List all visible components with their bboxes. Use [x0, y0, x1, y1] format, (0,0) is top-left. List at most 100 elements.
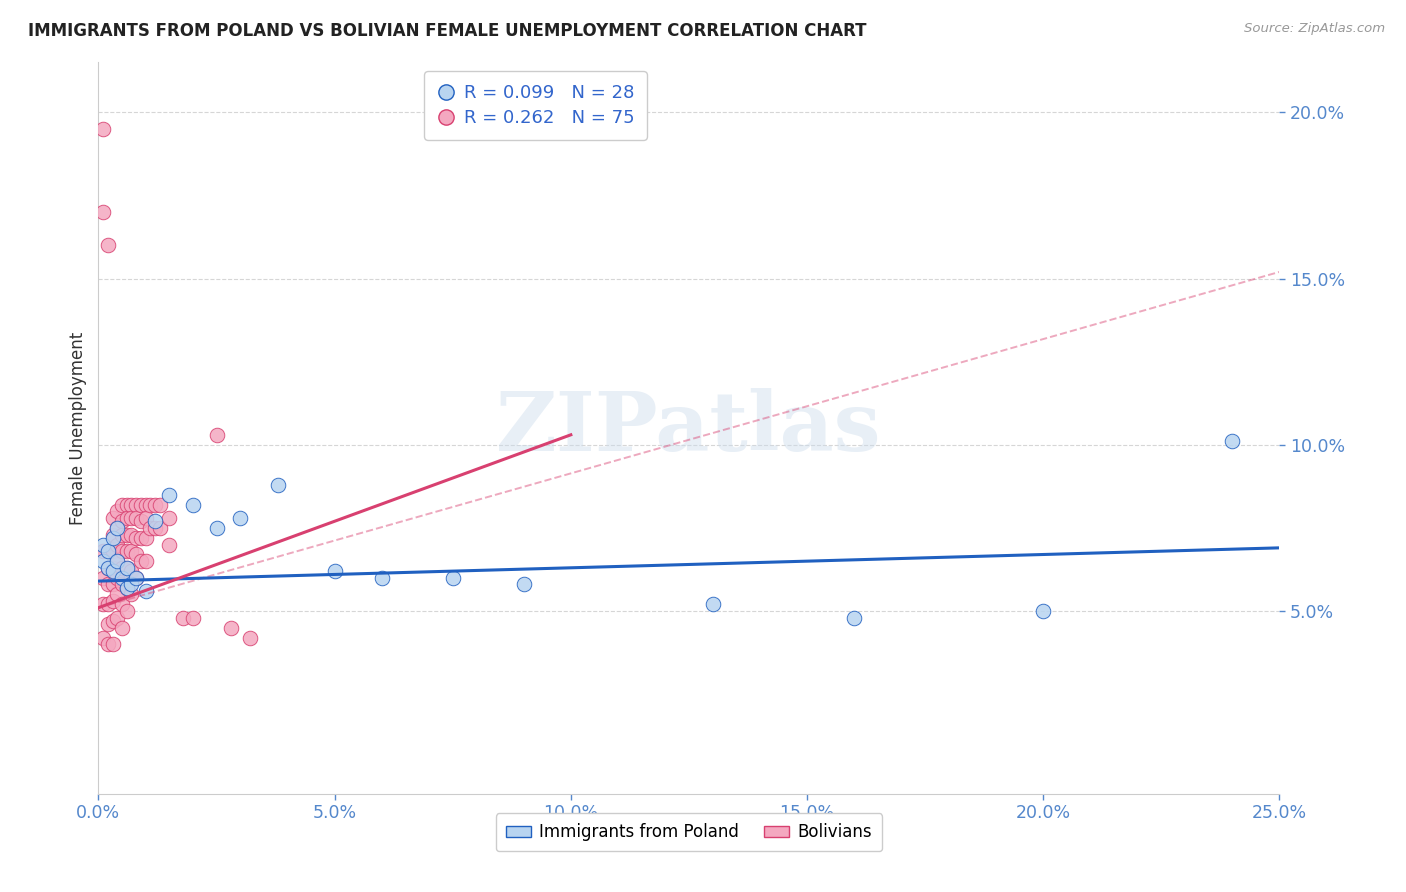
- Point: [105, 504, 128, 518]
- Point: [844, 610, 866, 624]
- Point: [121, 577, 143, 591]
- Point: [323, 564, 346, 578]
- Point: [111, 571, 134, 585]
- Point: [181, 498, 204, 512]
- Point: [97, 598, 120, 612]
- Point: [129, 531, 152, 545]
- Point: [125, 571, 148, 585]
- Point: [97, 637, 120, 651]
- Point: [105, 554, 128, 568]
- Point: [135, 498, 157, 512]
- Point: [702, 598, 724, 612]
- Point: [115, 581, 138, 595]
- Point: [111, 577, 134, 591]
- Point: [129, 498, 152, 512]
- Point: [115, 544, 138, 558]
- Point: [97, 561, 120, 575]
- Point: [149, 521, 172, 535]
- Point: [91, 122, 114, 136]
- Point: [105, 521, 128, 535]
- Point: [97, 238, 120, 252]
- Text: ZIPatlas: ZIPatlas: [496, 388, 882, 468]
- Point: [135, 554, 157, 568]
- Point: [111, 498, 134, 512]
- Point: [105, 521, 128, 535]
- Point: [125, 548, 148, 562]
- Point: [91, 205, 114, 219]
- Point: [111, 621, 134, 635]
- Point: [121, 498, 143, 512]
- Point: [97, 544, 120, 558]
- Point: [143, 514, 166, 528]
- Point: [97, 561, 120, 575]
- Point: [157, 488, 180, 502]
- Text: Source: ZipAtlas.com: Source: ZipAtlas.com: [1244, 22, 1385, 36]
- Point: [111, 561, 134, 575]
- Point: [143, 521, 166, 535]
- Point: [157, 511, 180, 525]
- Point: [111, 514, 134, 528]
- Point: [101, 564, 124, 578]
- Point: [115, 498, 138, 512]
- Point: [157, 537, 180, 551]
- Legend: Immigrants from Poland, Bolivians: Immigrants from Poland, Bolivians: [496, 814, 882, 851]
- Point: [371, 571, 394, 585]
- Point: [121, 587, 143, 601]
- Point: [115, 527, 138, 541]
- Point: [205, 427, 228, 442]
- Point: [129, 554, 152, 568]
- Point: [97, 577, 120, 591]
- Point: [1032, 604, 1054, 618]
- Point: [115, 511, 138, 525]
- Point: [105, 537, 128, 551]
- Point: [172, 610, 194, 624]
- Point: [149, 498, 172, 512]
- Point: [101, 594, 124, 608]
- Point: [91, 554, 114, 568]
- Point: [101, 577, 124, 591]
- Point: [101, 544, 124, 558]
- Point: [111, 527, 134, 541]
- Point: [105, 554, 128, 568]
- Point: [121, 527, 143, 541]
- Point: [1220, 434, 1243, 449]
- Point: [115, 561, 138, 575]
- Point: [135, 584, 157, 599]
- Point: [121, 511, 143, 525]
- Point: [181, 610, 204, 624]
- Point: [111, 544, 134, 558]
- Point: [101, 527, 124, 541]
- Point: [125, 498, 148, 512]
- Point: [441, 571, 464, 585]
- Point: [219, 621, 242, 635]
- Point: [91, 631, 114, 645]
- Point: [105, 610, 128, 624]
- Point: [125, 511, 148, 525]
- Point: [205, 521, 228, 535]
- Point: [125, 571, 148, 585]
- Point: [101, 637, 124, 651]
- Point: [97, 617, 120, 632]
- Point: [91, 537, 114, 551]
- Point: [101, 614, 124, 628]
- Point: [239, 631, 262, 645]
- Point: [267, 477, 290, 491]
- Point: [115, 561, 138, 575]
- Point: [91, 544, 114, 558]
- Point: [101, 511, 124, 525]
- Point: [115, 581, 138, 595]
- Point: [121, 544, 143, 558]
- Point: [139, 498, 162, 512]
- Point: [135, 511, 157, 525]
- Point: [139, 521, 162, 535]
- Y-axis label: Female Unemployment: Female Unemployment: [69, 332, 87, 524]
- Point: [229, 511, 252, 525]
- Point: [101, 531, 124, 545]
- Point: [111, 598, 134, 612]
- Point: [97, 544, 120, 558]
- Point: [91, 598, 114, 612]
- Point: [101, 561, 124, 575]
- Point: [512, 577, 534, 591]
- Text: IMMIGRANTS FROM POLAND VS BOLIVIAN FEMALE UNEMPLOYMENT CORRELATION CHART: IMMIGRANTS FROM POLAND VS BOLIVIAN FEMAL…: [28, 22, 866, 40]
- Point: [125, 531, 148, 545]
